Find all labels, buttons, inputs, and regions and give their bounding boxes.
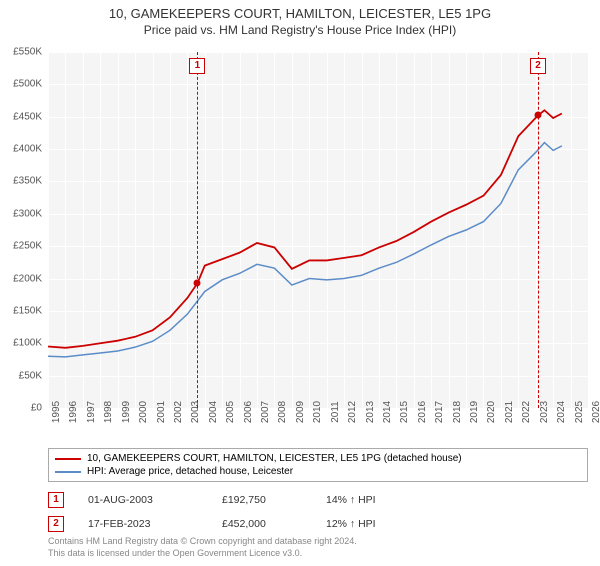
x-axis-label: 1998	[103, 401, 114, 423]
sale-price: £192,750	[222, 494, 302, 506]
marker-dot-1	[194, 280, 201, 287]
x-axis-label: 2004	[208, 401, 219, 423]
x-axis-label: 2014	[382, 401, 393, 423]
x-axis-label: 1997	[86, 401, 97, 423]
x-axis-label: 2009	[295, 401, 306, 423]
legend-label-property: 10, GAMEKEEPERS COURT, HAMILTON, LEICEST…	[87, 453, 462, 464]
footer-attribution: Contains HM Land Registry data © Crown c…	[48, 536, 357, 559]
y-axis-label: £200K	[0, 273, 42, 284]
legend-swatch-hpi	[55, 471, 81, 473]
x-axis-label: 2001	[156, 401, 167, 423]
sales-row: 1 01-AUG-2003 £192,750 14% ↑ HPI	[48, 488, 416, 512]
x-axis-label: 2019	[469, 401, 480, 423]
x-axis-label: 2011	[330, 401, 341, 423]
sale-date: 01-AUG-2003	[88, 494, 198, 506]
y-axis-label: £0	[0, 403, 42, 414]
y-axis-label: £550K	[0, 47, 42, 58]
x-axis-label: 2008	[277, 401, 288, 423]
x-axis-label: 2013	[365, 401, 376, 423]
marker-dot-2	[535, 112, 542, 119]
y-axis-label: £300K	[0, 208, 42, 219]
x-axis-label: 2021	[504, 401, 515, 423]
chart-title: 10, GAMEKEEPERS COURT, HAMILTON, LEICEST…	[0, 6, 600, 21]
sale-pct: 12% ↑ HPI	[326, 518, 416, 530]
y-axis-label: £400K	[0, 144, 42, 155]
x-axis-label: 2006	[243, 401, 254, 423]
x-axis-label: 2007	[260, 401, 271, 423]
y-axis-label: £150K	[0, 305, 42, 316]
legend: 10, GAMEKEEPERS COURT, HAMILTON, LEICEST…	[48, 448, 588, 482]
x-axis-label: 1999	[121, 401, 132, 423]
sale-marker-1: 1	[48, 492, 64, 508]
sale-marker-2: 2	[48, 516, 64, 532]
plot-area: 12	[48, 52, 588, 408]
footer-line2: This data is licensed under the Open Gov…	[48, 548, 357, 560]
x-axis-label: 1996	[68, 401, 79, 423]
x-axis-label: 2005	[225, 401, 236, 423]
sale-price: £452,000	[222, 518, 302, 530]
x-axis-label: 2003	[190, 401, 201, 423]
x-axis-label: 2018	[452, 401, 463, 423]
x-axis-label: 2020	[486, 401, 497, 423]
x-axis-label: 2010	[312, 401, 323, 423]
legend-label-hpi: HPI: Average price, detached house, Leic…	[87, 466, 293, 477]
x-axis-label: 2015	[399, 401, 410, 423]
y-axis-label: £500K	[0, 79, 42, 90]
sale-date: 17-FEB-2023	[88, 518, 198, 530]
legend-item-property: 10, GAMEKEEPERS COURT, HAMILTON, LEICEST…	[55, 452, 581, 465]
sales-row: 2 17-FEB-2023 £452,000 12% ↑ HPI	[48, 512, 416, 536]
sales-table: 1 01-AUG-2003 £192,750 14% ↑ HPI 2 17-FE…	[48, 488, 416, 536]
y-axis-label: £450K	[0, 111, 42, 122]
x-axis-label: 2016	[417, 401, 428, 423]
footer-line1: Contains HM Land Registry data © Crown c…	[48, 536, 357, 548]
x-axis-label: 2012	[347, 401, 358, 423]
x-axis-label: 1995	[51, 401, 62, 423]
x-axis-label: 2022	[521, 401, 532, 423]
x-axis-label: 2025	[574, 401, 585, 423]
y-axis-label: £250K	[0, 241, 42, 252]
chart-subtitle: Price paid vs. HM Land Registry's House …	[0, 23, 600, 37]
x-axis-label: 2002	[173, 401, 184, 423]
y-axis-label: £50K	[0, 370, 42, 381]
y-axis-label: £100K	[0, 338, 42, 349]
x-axis-label: 2026	[591, 401, 600, 423]
marker-badge-2: 2	[530, 58, 546, 74]
chart-container: 10, GAMEKEEPERS COURT, HAMILTON, LEICEST…	[0, 6, 600, 566]
x-axis-label: 2024	[556, 401, 567, 423]
legend-item-hpi: HPI: Average price, detached house, Leic…	[55, 465, 581, 478]
y-axis-label: £350K	[0, 176, 42, 187]
x-axis-label: 2000	[138, 401, 149, 423]
marker-badge-1: 1	[189, 58, 205, 74]
x-axis-label: 2017	[434, 401, 445, 423]
line-chart-svg	[48, 52, 588, 408]
legend-swatch-property	[55, 458, 81, 460]
sale-pct: 14% ↑ HPI	[326, 494, 416, 506]
x-axis-label: 2023	[539, 401, 550, 423]
